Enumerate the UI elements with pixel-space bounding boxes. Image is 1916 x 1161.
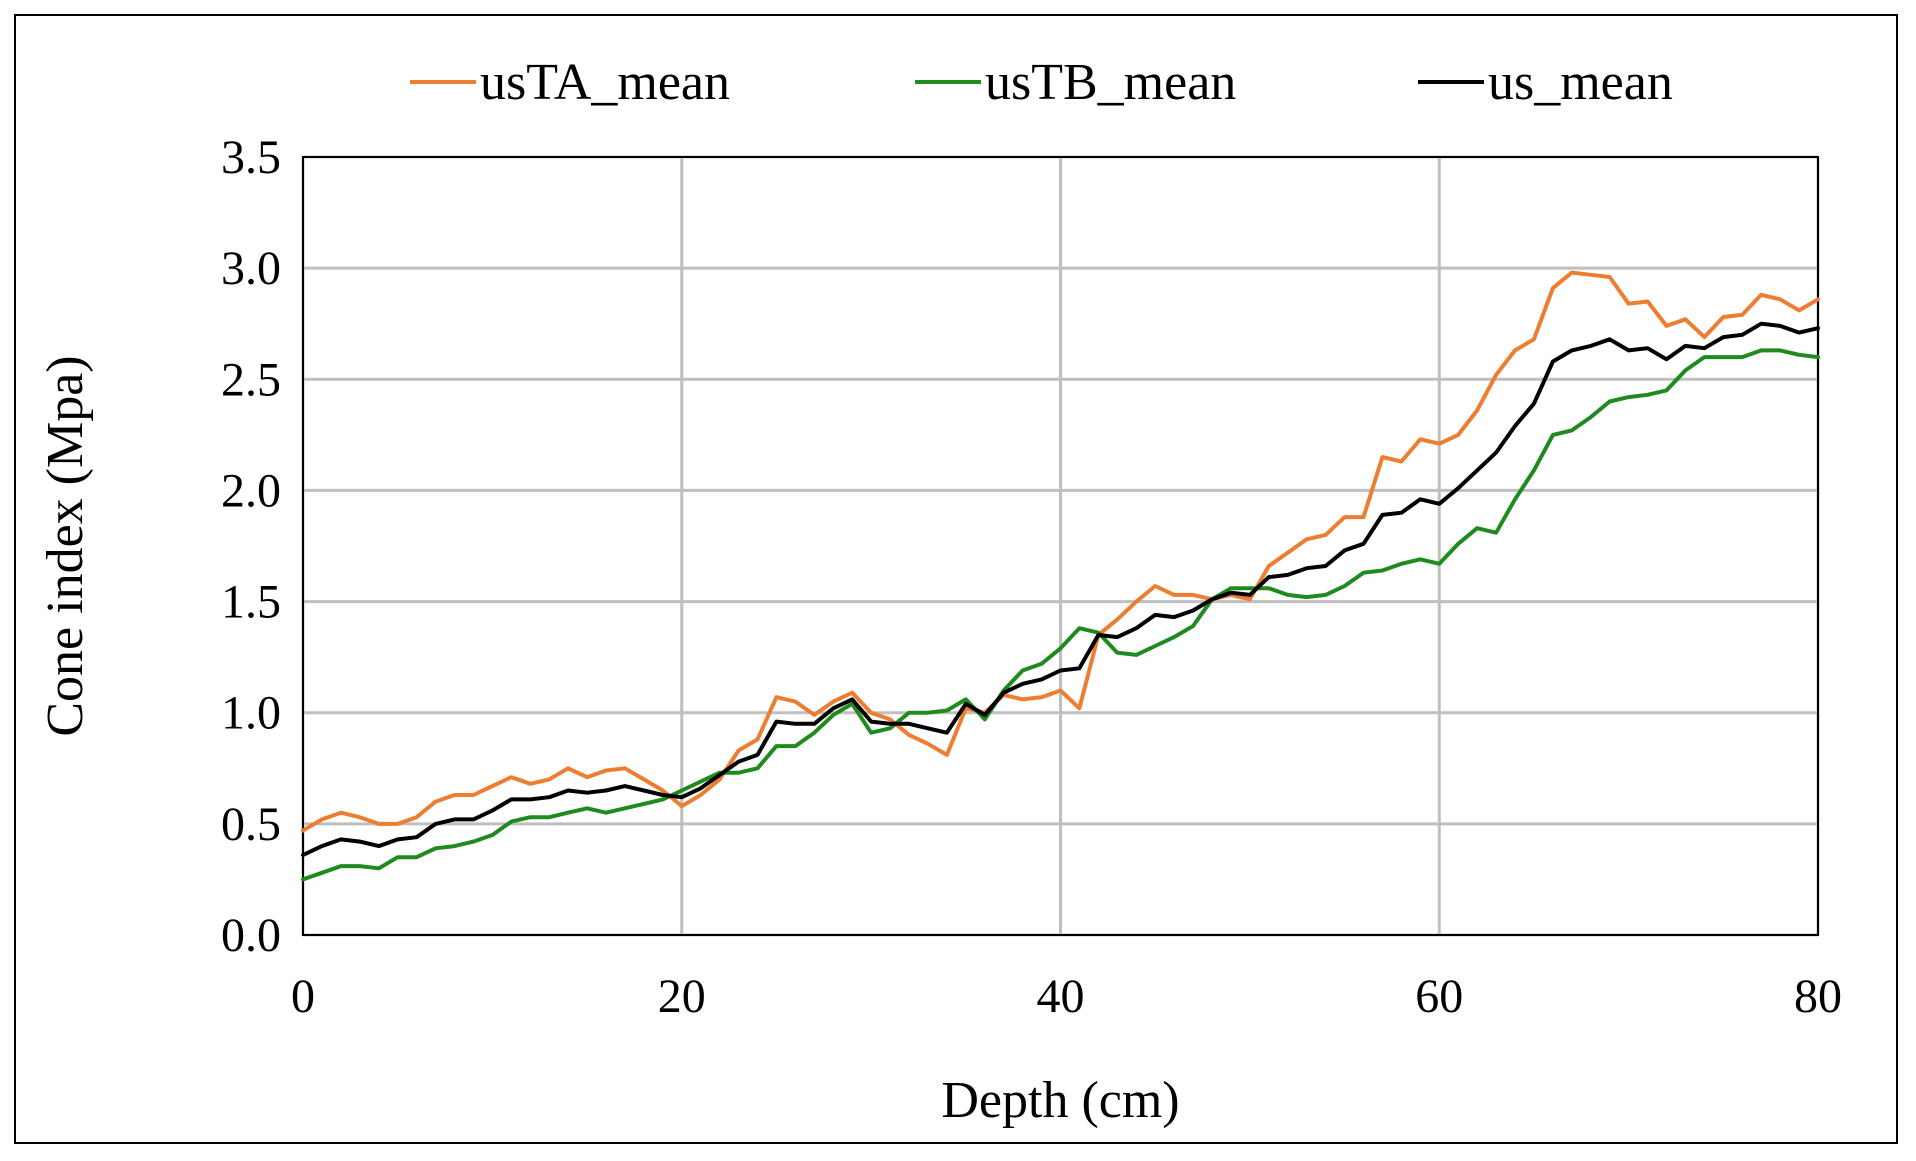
y-tick-label: 2.0: [221, 464, 281, 517]
series-line-us-mean: [301, 321, 1820, 857]
x-axis-title: Depth (cm): [941, 1072, 1179, 1129]
legend: usTA_mean usTB_mean us_mean: [410, 54, 1673, 111]
x-tick-label: 0: [291, 970, 315, 1023]
y-tick-label: 1.0: [221, 687, 281, 740]
y-tick-label: 0.5: [221, 798, 281, 851]
x-tick-label: 20: [658, 970, 706, 1023]
x-tick-labels: 0 20 40 60 80: [291, 970, 1842, 1023]
series-line-ustb-mean: [301, 348, 1820, 882]
x-tick-label: 80: [1794, 970, 1842, 1023]
plot-area: [302, 156, 1819, 936]
y-tick-label: 3.5: [221, 131, 281, 184]
y-axis-title: Cone index (Mpa): [37, 355, 94, 736]
series-lines: [301, 270, 1820, 882]
series-line-usta-mean: [301, 270, 1820, 833]
chart-frame: [14, 14, 1898, 1144]
x-tick-label: 40: [1037, 970, 1085, 1023]
y-tick-label: 2.5: [221, 353, 281, 406]
y-tick-label: 1.5: [221, 576, 281, 629]
legend-label: usTB_mean: [985, 54, 1236, 111]
y-tick-label: 0.0: [221, 909, 281, 962]
y-tick-labels: 0.0 0.5 1.0 1.5 2.0 2.5 3.0 3.5: [221, 131, 281, 962]
y-tick-label: 3.0: [221, 242, 281, 295]
legend-label: usTA_mean: [480, 54, 730, 111]
legend-label: us_mean: [1488, 54, 1673, 111]
x-tick-label: 60: [1415, 970, 1463, 1023]
